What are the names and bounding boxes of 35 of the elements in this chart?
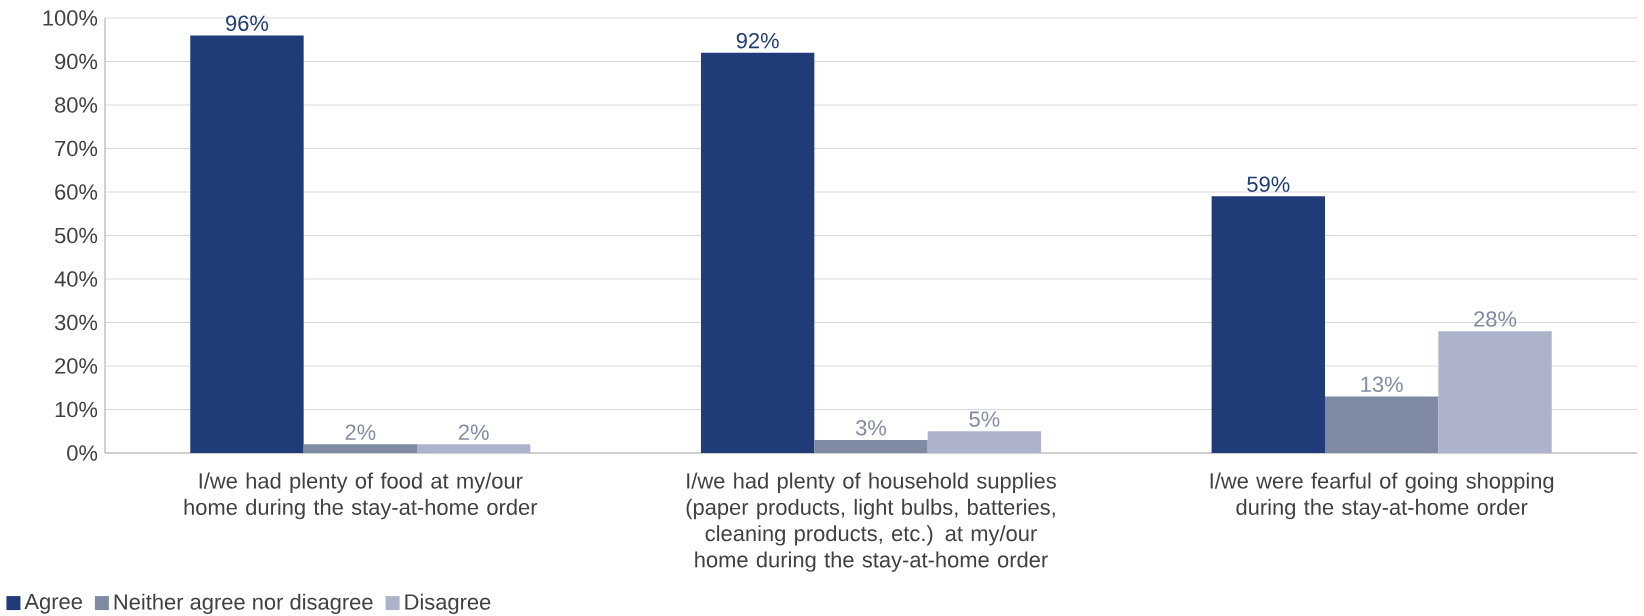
y-tick-label: 80% bbox=[55, 97, 98, 113]
data-label: 92% bbox=[736, 32, 779, 49]
y-tick-label: 0% bbox=[67, 445, 98, 461]
bar bbox=[927, 431, 1042, 453]
data-label: 96% bbox=[226, 15, 269, 31]
data-label: 5% bbox=[969, 411, 1000, 427]
bar bbox=[700, 52, 815, 453]
y-tick-label: 50% bbox=[54, 227, 98, 244]
x-tick-label: I/we had plenty of household supplies (paper products, light bulbs, batteries, cleaning products, etc.) at my/our home during the stay-at-home order bbox=[686, 472, 1056, 572]
legend-label: Agree bbox=[24, 594, 82, 614]
y-tick-label: 70% bbox=[55, 140, 98, 157]
data-label: 13% bbox=[1361, 376, 1403, 393]
data-label: 2% bbox=[458, 424, 489, 440]
x-tick-label: I/we had plenty of food at my/our home during the stay-at-home order bbox=[184, 472, 538, 520]
y-tick-label: 20% bbox=[55, 358, 98, 374]
bar bbox=[417, 444, 531, 453]
y-tick-label: 100% bbox=[43, 10, 98, 26]
y-tick-label: 10% bbox=[55, 401, 98, 418]
bar bbox=[190, 35, 304, 453]
bar bbox=[1438, 331, 1552, 453]
y-tick-label: 90% bbox=[55, 53, 98, 70]
data-label: 59% bbox=[1247, 176, 1290, 192]
y-tick-label: 40% bbox=[54, 271, 98, 287]
data-label: 2% bbox=[345, 424, 376, 440]
bar bbox=[814, 439, 928, 453]
data-label: 3% bbox=[856, 420, 887, 436]
legend-label: Disagree bbox=[405, 593, 491, 615]
data-label: 28% bbox=[1474, 311, 1517, 327]
legend-label: Neither agree nor disagree bbox=[114, 593, 373, 615]
x-tick-label: I/we were fearful of going shopping during the stay-at-home order bbox=[1210, 472, 1554, 520]
bar bbox=[1211, 196, 1325, 453]
bar bbox=[303, 444, 418, 453]
y-tick-label: 30% bbox=[54, 314, 98, 331]
y-tick-label: 60% bbox=[55, 184, 98, 200]
bar bbox=[1324, 396, 1439, 453]
